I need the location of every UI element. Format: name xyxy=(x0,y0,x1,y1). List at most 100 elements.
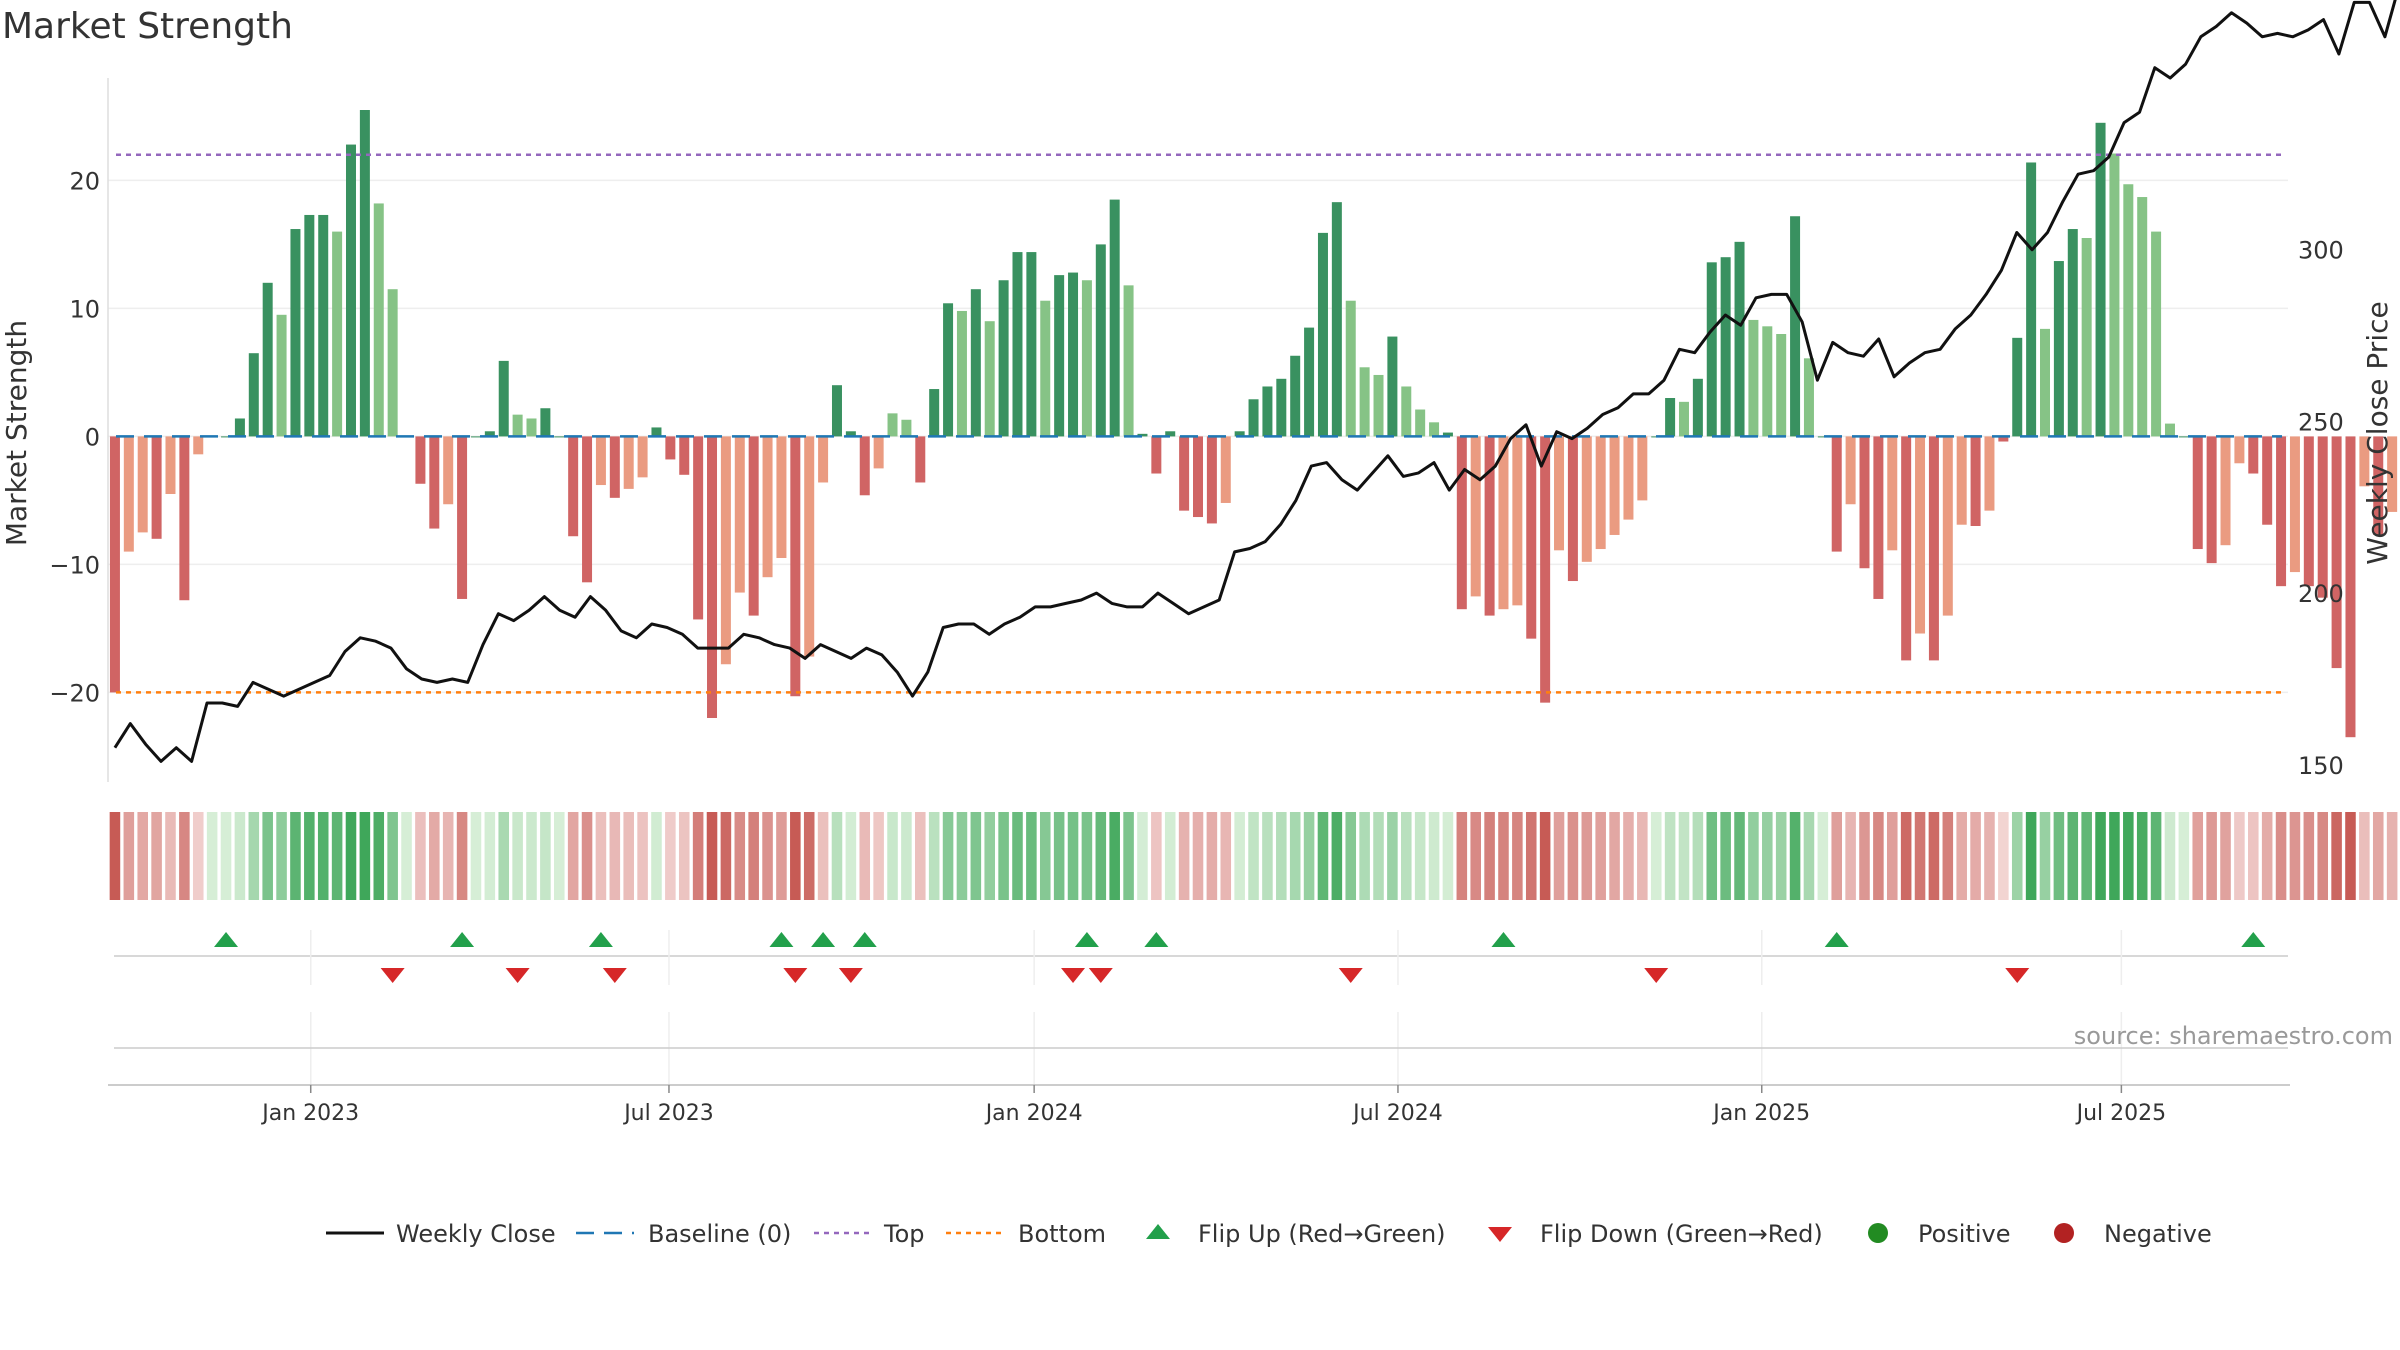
heat-cell xyxy=(901,812,912,900)
strength-bar xyxy=(2331,436,2342,669)
strength-bar xyxy=(582,436,593,583)
strength-bar xyxy=(1928,436,1939,661)
x-tick-label: Jan 2025 xyxy=(1711,1101,1810,1126)
strength-bar xyxy=(1151,436,1162,474)
heat-cell xyxy=(1026,812,1037,900)
heat-cell xyxy=(206,812,218,900)
heat-cell xyxy=(998,812,1009,900)
strength-bar xyxy=(2109,153,2120,437)
heat-cell xyxy=(887,812,898,900)
heat-cell xyxy=(1067,812,1079,900)
heat-cell xyxy=(2289,812,2301,900)
heat-cell xyxy=(220,812,232,900)
heat-cell xyxy=(706,812,718,900)
heat-cell xyxy=(762,812,773,900)
right-axis: 300 250 200 150 xyxy=(2298,237,2344,780)
heat-cell xyxy=(942,812,954,900)
heat-cell xyxy=(1609,812,1620,900)
strength-bar xyxy=(1165,431,1176,437)
heat-cell xyxy=(123,812,135,900)
strength-bar xyxy=(2040,328,2051,437)
strength-bar xyxy=(2178,436,2189,438)
strength-bar xyxy=(1720,257,1731,437)
strength-bar xyxy=(734,436,745,593)
heat-cell xyxy=(1706,812,1718,900)
strength-bar xyxy=(2151,231,2162,437)
lower-empty-panel xyxy=(114,1012,2288,1085)
chart-title: Market Strength xyxy=(2,6,293,47)
strength-bar xyxy=(1442,432,1453,437)
strength-bar xyxy=(568,436,579,537)
strength-bar xyxy=(831,385,842,437)
strength-bar xyxy=(1623,436,1634,520)
strength-bar xyxy=(345,144,356,437)
legend-swatch-flip-down xyxy=(1488,1227,1512,1242)
heat-cell xyxy=(915,812,926,900)
heat-cell xyxy=(1512,812,1523,900)
heat-cell xyxy=(1428,812,1440,900)
heat-cell xyxy=(192,812,204,900)
heat-cell xyxy=(2164,812,2176,900)
heat-cell xyxy=(540,812,551,900)
strength-bar xyxy=(2387,436,2398,512)
strength-bar xyxy=(262,282,273,437)
heat-cell xyxy=(248,812,260,900)
flip-up-marker xyxy=(769,932,794,947)
strength-bar xyxy=(1540,436,1551,703)
strength-bar xyxy=(818,436,829,483)
strength-bar xyxy=(2192,436,2203,550)
heat-cell xyxy=(623,812,634,900)
strength-bar xyxy=(290,229,301,437)
strength-bar xyxy=(790,436,801,697)
strength-bar xyxy=(1831,436,1842,552)
heat-cell xyxy=(470,812,482,900)
strength-bar xyxy=(1678,401,1689,437)
heat-cell xyxy=(234,812,246,900)
strength-bar xyxy=(887,413,898,437)
strength-bar xyxy=(929,389,940,437)
strength-bar xyxy=(1748,319,1759,437)
y2-tick-label: 250 xyxy=(2298,408,2344,436)
heat-cell xyxy=(526,812,537,900)
heat-cell xyxy=(1317,812,1329,900)
heat-cell xyxy=(831,812,843,900)
heat-cell xyxy=(165,812,176,900)
strength-bar xyxy=(859,436,870,496)
strength-bar xyxy=(1220,436,1231,503)
heat-cell xyxy=(1914,812,1926,900)
heat-cell xyxy=(1248,812,1259,900)
strength-bar xyxy=(2137,197,2148,437)
strength-bar xyxy=(1887,436,1898,551)
heat-cell xyxy=(859,812,871,900)
strength-bar xyxy=(1429,422,1440,437)
strength-bar xyxy=(387,289,398,437)
heat-cell xyxy=(1345,812,1357,900)
heat-cell xyxy=(678,812,690,900)
heat-cell xyxy=(2386,812,2398,900)
x-tick-label: Jan 2024 xyxy=(984,1101,1083,1126)
heat-cell xyxy=(595,812,607,900)
strength-bar xyxy=(109,436,120,693)
strength-bar xyxy=(762,436,773,578)
strength-bar xyxy=(1206,436,1217,524)
heat-cell xyxy=(1734,812,1745,900)
legend-swatch-negative xyxy=(2054,1223,2074,1243)
heat-cell xyxy=(1012,812,1023,900)
flip-markers-panel xyxy=(114,930,2288,985)
heat-cell xyxy=(1748,812,1759,900)
heat-cell xyxy=(1206,812,1218,900)
strength-bar xyxy=(1276,378,1287,437)
heat-cell xyxy=(1775,812,1787,900)
flip-up-marker xyxy=(214,932,239,947)
strength-bar xyxy=(221,436,232,438)
y2-axis-label: Weekly Close Price xyxy=(2361,301,2394,564)
strength-bar xyxy=(679,436,690,475)
heat-cell xyxy=(262,812,273,900)
strength-bar xyxy=(1915,436,1926,634)
strength-bar xyxy=(415,436,426,484)
strength-bar xyxy=(2234,436,2245,464)
heat-cell xyxy=(734,812,746,900)
heat-cell xyxy=(401,812,412,900)
heat-cell xyxy=(2039,812,2051,900)
legend-label-bottom: Bottom xyxy=(1018,1220,1106,1248)
